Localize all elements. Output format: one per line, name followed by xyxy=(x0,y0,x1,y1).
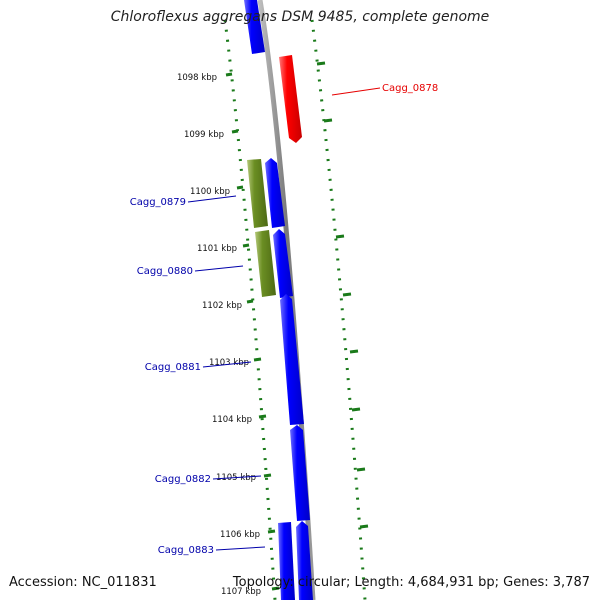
gene-label[interactable]: Cagg_0880 xyxy=(137,266,193,277)
gc-dash xyxy=(359,524,369,529)
gene-leader-line xyxy=(331,87,381,96)
gc-dash xyxy=(351,407,361,412)
gc-content-track xyxy=(223,19,367,601)
gene-feature-cagg-0879[interactable] xyxy=(265,158,285,228)
gene-feature-cagg-0883-b[interactable] xyxy=(296,521,313,600)
gene-feature-top-blue[interactable] xyxy=(244,0,265,54)
gene-feature-cagg-0883-a[interactable] xyxy=(278,522,295,600)
gc-dash-marks xyxy=(225,61,369,591)
gene-features xyxy=(244,0,313,600)
tick-label: 1103 kbp xyxy=(209,358,249,368)
gene-leader-line xyxy=(187,195,237,203)
gc-dash xyxy=(263,473,272,478)
gene-label[interactable]: Cagg_0881 xyxy=(145,362,201,373)
gc-dash xyxy=(323,118,333,123)
tick-label: 1099 kbp xyxy=(184,130,224,140)
gc-dash xyxy=(236,185,244,190)
gc-dash xyxy=(316,61,326,66)
tick-label: 1101 kbp xyxy=(197,244,237,254)
position-ticks: 1098 kbp 1099 kbp 1100 kbp 1101 kbp 1102 kbp… xyxy=(177,73,261,597)
genome-title: Chloroflexus aggregans DSM 9485, complet… xyxy=(110,9,490,25)
gc-dash xyxy=(342,292,352,297)
tick-label: 1107 kbp xyxy=(221,587,261,597)
gene-label[interactable]: Cagg_0879 xyxy=(130,197,186,208)
gene-label[interactable]: Cagg_0883 xyxy=(158,545,214,556)
gene-leader-line xyxy=(212,475,262,480)
gene-leader-line xyxy=(194,265,244,272)
gc-dash xyxy=(356,467,366,472)
tick-label: 1100 kbp xyxy=(190,187,230,197)
gc-dash xyxy=(225,72,233,77)
gene-leader-line xyxy=(215,546,266,551)
gc-dash xyxy=(246,299,254,304)
gene-label[interactable]: Cagg_0882 xyxy=(155,474,211,485)
gc-dash xyxy=(231,129,239,134)
gc-dash xyxy=(242,243,250,248)
genome-summary-text: Topology: circular; Length: 4,684,931 bp… xyxy=(232,575,590,590)
tick-label: 1106 kbp xyxy=(220,530,260,540)
tick-label: 1098 kbp xyxy=(177,73,217,83)
gene-feature-cagg-0878[interactable] xyxy=(279,55,302,143)
gene-feature-olive-1[interactable] xyxy=(247,159,268,228)
gc-dash xyxy=(258,414,267,419)
gene-feature-cagg-0881[interactable] xyxy=(280,294,304,425)
gc-dash xyxy=(271,586,280,591)
gene-labels: Cagg_0878 Cagg_0879 Cagg_0880 Cagg_0881 Cagg… xyxy=(130,83,439,556)
tick-label: 1104 kbp xyxy=(212,415,252,425)
gc-dash xyxy=(253,357,262,362)
gene-feature-cagg-0880[interactable] xyxy=(273,229,293,298)
accession-text: Accession: NC_011831 xyxy=(9,575,157,590)
tick-label: 1102 kbp xyxy=(202,301,242,311)
gene-feature-cagg-0882[interactable] xyxy=(290,425,310,521)
outer-gc-dots xyxy=(310,19,367,601)
gc-dash xyxy=(335,234,345,239)
gc-dash xyxy=(349,349,359,354)
gene-leader-line xyxy=(202,361,252,368)
gene-label[interactable]: Cagg_0878 xyxy=(382,83,438,94)
gc-dash xyxy=(267,529,276,534)
gene-feature-olive-2[interactable] xyxy=(255,230,276,297)
